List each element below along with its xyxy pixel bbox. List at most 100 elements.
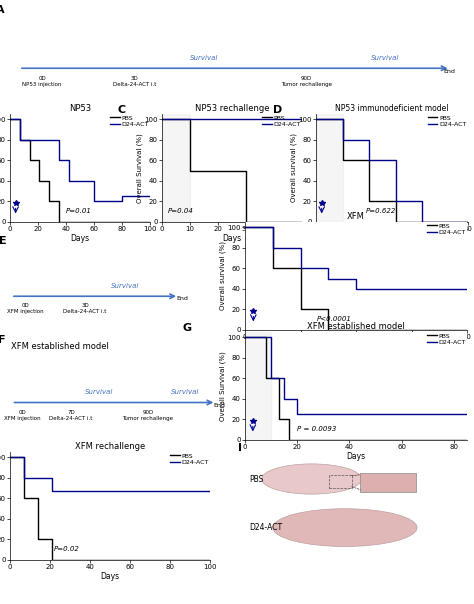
PBS xyxy=(7,115,13,123)
X-axis label: Days: Days xyxy=(100,571,119,580)
PBS xyxy=(187,115,193,123)
PBS xyxy=(393,198,399,205)
Legend: PBS, D24-ACT: PBS, D24-ACT xyxy=(427,333,466,345)
Title: XFM rechallenge: XFM rechallenge xyxy=(75,442,145,451)
Line: PBS: PBS xyxy=(245,227,467,330)
Line: D24-ACT: D24-ACT xyxy=(10,457,210,491)
Line: PBS: PBS xyxy=(10,119,150,222)
D24-ACT xyxy=(49,487,55,495)
D24-ACT xyxy=(419,219,425,226)
X-axis label: Days: Days xyxy=(222,234,242,243)
Ellipse shape xyxy=(273,509,417,547)
Legend: PBS, D24-ACT: PBS, D24-ACT xyxy=(262,115,301,127)
PBS xyxy=(465,219,471,226)
Text: 0D
XFM injection: 0D XFM injection xyxy=(4,410,41,421)
PBS xyxy=(270,223,275,231)
PBS xyxy=(287,436,292,443)
D24-ACT xyxy=(409,285,414,292)
D24-ACT xyxy=(56,156,62,164)
Text: D24-ACT: D24-ACT xyxy=(249,523,283,532)
D24-ACT xyxy=(66,156,72,164)
D24-ACT xyxy=(56,136,62,143)
Text: I: I xyxy=(238,443,242,454)
D24-ACT xyxy=(464,285,470,292)
PBS xyxy=(215,167,221,174)
D24-ACT xyxy=(393,156,399,164)
PBS xyxy=(276,416,282,423)
PBS xyxy=(17,115,23,123)
PBS xyxy=(298,265,303,272)
PBS xyxy=(340,115,346,123)
Legend: PBS, D24-ACT: PBS, D24-ACT xyxy=(170,453,209,465)
D24-ACT xyxy=(326,265,331,272)
D24-ACT xyxy=(298,265,303,272)
PBS xyxy=(298,306,303,313)
PBS xyxy=(35,536,41,543)
Line: D24-ACT: D24-ACT xyxy=(245,337,467,414)
D24-ACT xyxy=(366,136,372,143)
X-axis label: Days: Days xyxy=(383,234,401,243)
PBS xyxy=(257,219,263,226)
D24-ACT xyxy=(270,223,275,231)
Title: NP53: NP53 xyxy=(69,104,91,113)
D24-ACT xyxy=(353,275,359,282)
Text: Survival: Survival xyxy=(191,55,219,61)
Title: XFM established model: XFM established model xyxy=(307,322,405,331)
D24-ACT xyxy=(119,193,125,200)
Text: A: A xyxy=(0,5,4,15)
D24-ACT xyxy=(340,115,346,123)
Text: P=0.04: P=0.04 xyxy=(168,208,193,214)
D24-ACT xyxy=(207,487,213,495)
Text: 7D
Delta-24-ACT i.t: 7D Delta-24-ACT i.t xyxy=(49,410,93,421)
D24-ACT xyxy=(66,177,72,184)
Text: 90D
Tumor rechallenge: 90D Tumor rechallenge xyxy=(122,410,173,421)
Line: D24-ACT: D24-ACT xyxy=(316,119,468,222)
D24-ACT xyxy=(91,177,97,184)
D24-ACT xyxy=(409,285,414,292)
Title: NP53 immunodeficient model: NP53 immunodeficient model xyxy=(335,104,449,113)
D24-ACT xyxy=(17,115,23,123)
X-axis label: Days: Days xyxy=(71,234,90,243)
D24-ACT xyxy=(465,219,471,226)
Text: D: D xyxy=(273,105,283,115)
PBS xyxy=(7,454,13,461)
Text: P = 0.0093: P = 0.0093 xyxy=(297,426,337,432)
PBS xyxy=(366,156,372,164)
D24-ACT xyxy=(393,198,399,205)
PBS xyxy=(326,326,331,333)
Text: XFM established model: XFM established model xyxy=(11,342,109,352)
D24-ACT xyxy=(464,411,470,418)
Text: G: G xyxy=(183,323,192,333)
PBS xyxy=(366,198,372,205)
Text: 0D
NP53 injection: 0D NP53 injection xyxy=(22,76,62,87)
D24-ACT xyxy=(268,333,274,341)
Bar xyxy=(162,114,190,222)
D24-ACT xyxy=(270,244,275,251)
PBS xyxy=(207,556,213,564)
Line: D24-ACT: D24-ACT xyxy=(10,119,150,201)
Text: Survival: Survival xyxy=(171,389,200,395)
PBS xyxy=(46,198,52,205)
PBS xyxy=(27,156,32,164)
D24-ACT xyxy=(353,285,359,292)
PBS xyxy=(56,219,62,226)
D24-ACT xyxy=(147,193,153,200)
PBS xyxy=(464,326,470,333)
Text: End: End xyxy=(213,403,225,408)
PBS xyxy=(393,219,399,226)
PBS xyxy=(464,436,470,443)
PBS xyxy=(340,156,346,164)
Text: P<0.0001: P<0.0001 xyxy=(317,316,352,322)
Text: F: F xyxy=(0,335,6,345)
PBS xyxy=(243,167,249,174)
PBS xyxy=(49,556,55,564)
PBS xyxy=(147,219,153,226)
PBS xyxy=(242,333,248,341)
D24-ACT xyxy=(419,198,425,205)
Y-axis label: Overall survival (%): Overall survival (%) xyxy=(219,242,226,310)
PBS xyxy=(56,198,62,205)
Line: PBS: PBS xyxy=(10,457,210,560)
Text: Survival: Survival xyxy=(111,283,139,289)
Line: PBS: PBS xyxy=(316,119,468,222)
Text: 3D
Delta-24-ACT i.t: 3D Delta-24-ACT i.t xyxy=(113,76,156,87)
